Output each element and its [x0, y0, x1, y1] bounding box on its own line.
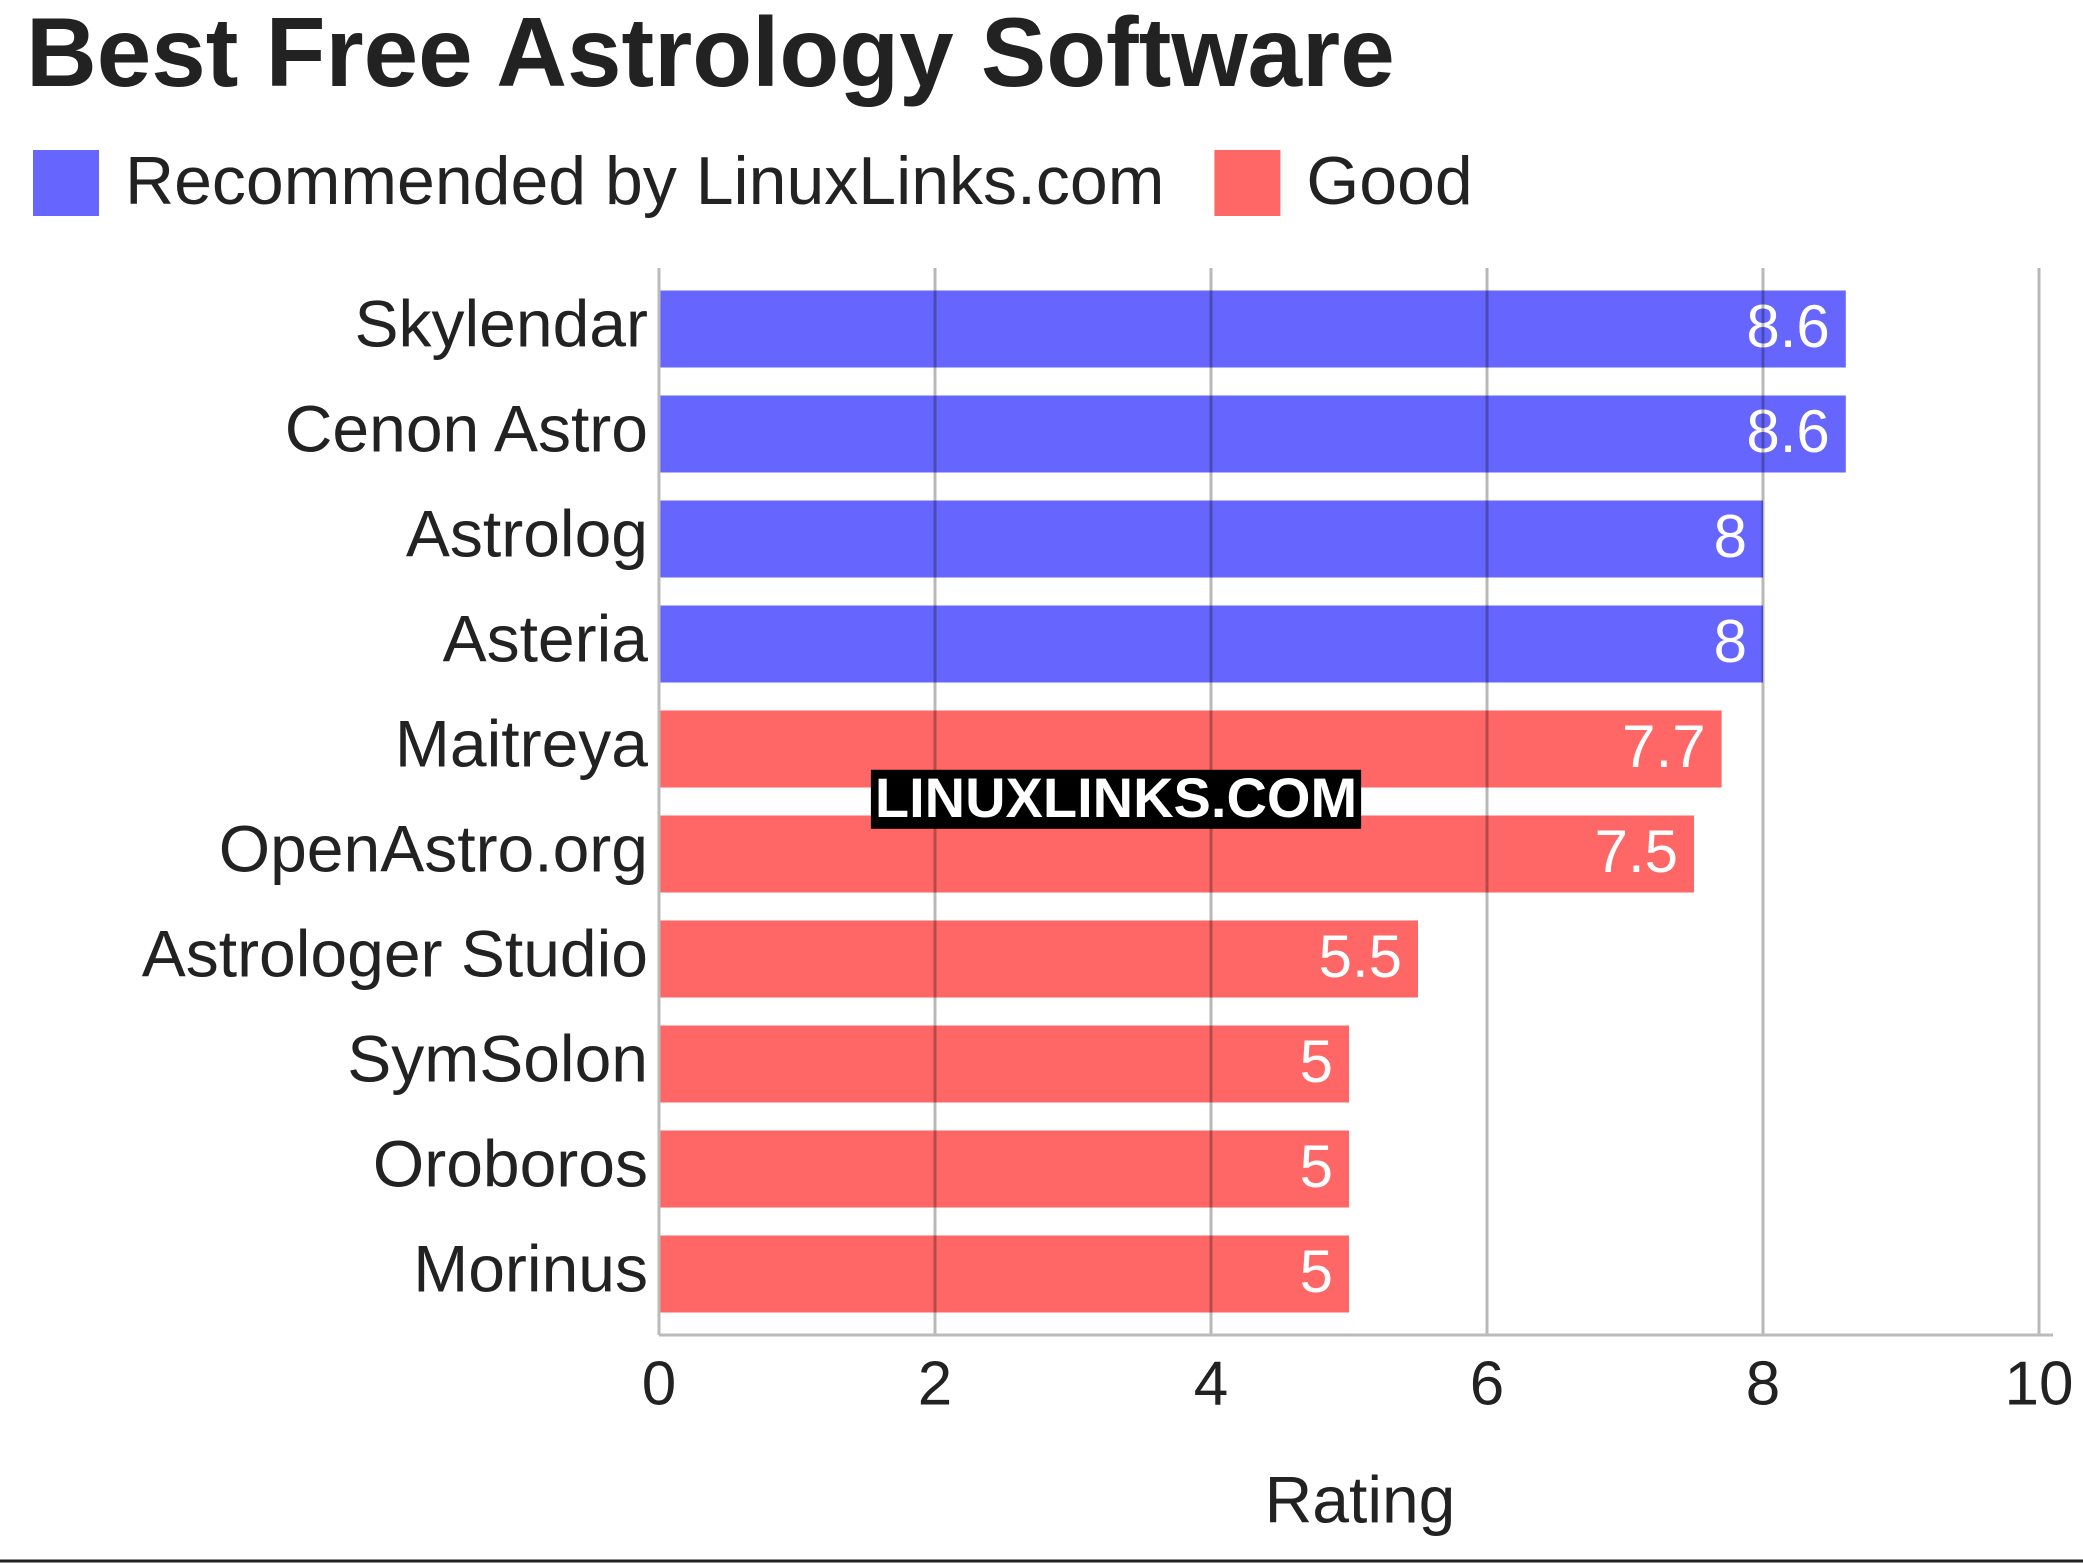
value-label: 7.7 [1622, 713, 1705, 780]
y-tick-label: SymSolon [347, 1021, 648, 1095]
x-tick-label: 0 [642, 1349, 676, 1418]
value-label: 5 [1300, 1238, 1333, 1305]
value-label: 8 [1714, 608, 1747, 675]
bar [659, 1025, 1349, 1103]
y-tick-label: Oroboros [373, 1126, 648, 1200]
bar [659, 290, 1846, 368]
y-tick-label: OpenAstro.org [219, 811, 648, 885]
x-tick-label: 4 [1194, 1349, 1228, 1418]
legend-swatch [1214, 150, 1281, 216]
bar [659, 1235, 1349, 1313]
legend-swatch [33, 150, 99, 216]
value-label: 5 [1300, 1133, 1333, 1200]
value-label: 5.5 [1319, 923, 1402, 990]
x-tick-label: 2 [918, 1349, 952, 1418]
bar [659, 395, 1846, 473]
legend-label: Good [1306, 143, 1472, 219]
value-label: 7.5 [1595, 818, 1678, 885]
y-tick-label: Cenon Astro [285, 391, 648, 465]
y-tick-label: Maitreya [395, 706, 648, 780]
value-label: 8 [1714, 503, 1747, 570]
x-axis-title: Rating [1265, 1462, 1456, 1536]
bar [659, 500, 1763, 578]
watermark: LINUXLINKS.COM [875, 766, 1357, 829]
value-label: 5 [1300, 1028, 1333, 1095]
y-tick-label: Astrolog [406, 496, 648, 570]
x-tick-label: 10 [2005, 1349, 2074, 1418]
bar [659, 920, 1418, 998]
bar [659, 1130, 1349, 1208]
legend-label: Recommended by LinuxLinks.com [125, 143, 1164, 219]
watermark-bg [870, 769, 1362, 829]
x-tick-label: 6 [1470, 1349, 1504, 1418]
value-label: 8.6 [1746, 398, 1829, 465]
y-tick-label: Skylendar [355, 286, 649, 360]
chart-title: Best Free Astrology Software [26, 0, 1395, 107]
y-tick-label: Asteria [443, 601, 649, 675]
y-tick-label: Astrologer Studio [142, 916, 648, 990]
bar [659, 605, 1763, 683]
y-tick-label: Morinus [413, 1231, 648, 1305]
value-label: 8.6 [1746, 293, 1829, 360]
x-tick-label: 8 [1746, 1349, 1780, 1418]
